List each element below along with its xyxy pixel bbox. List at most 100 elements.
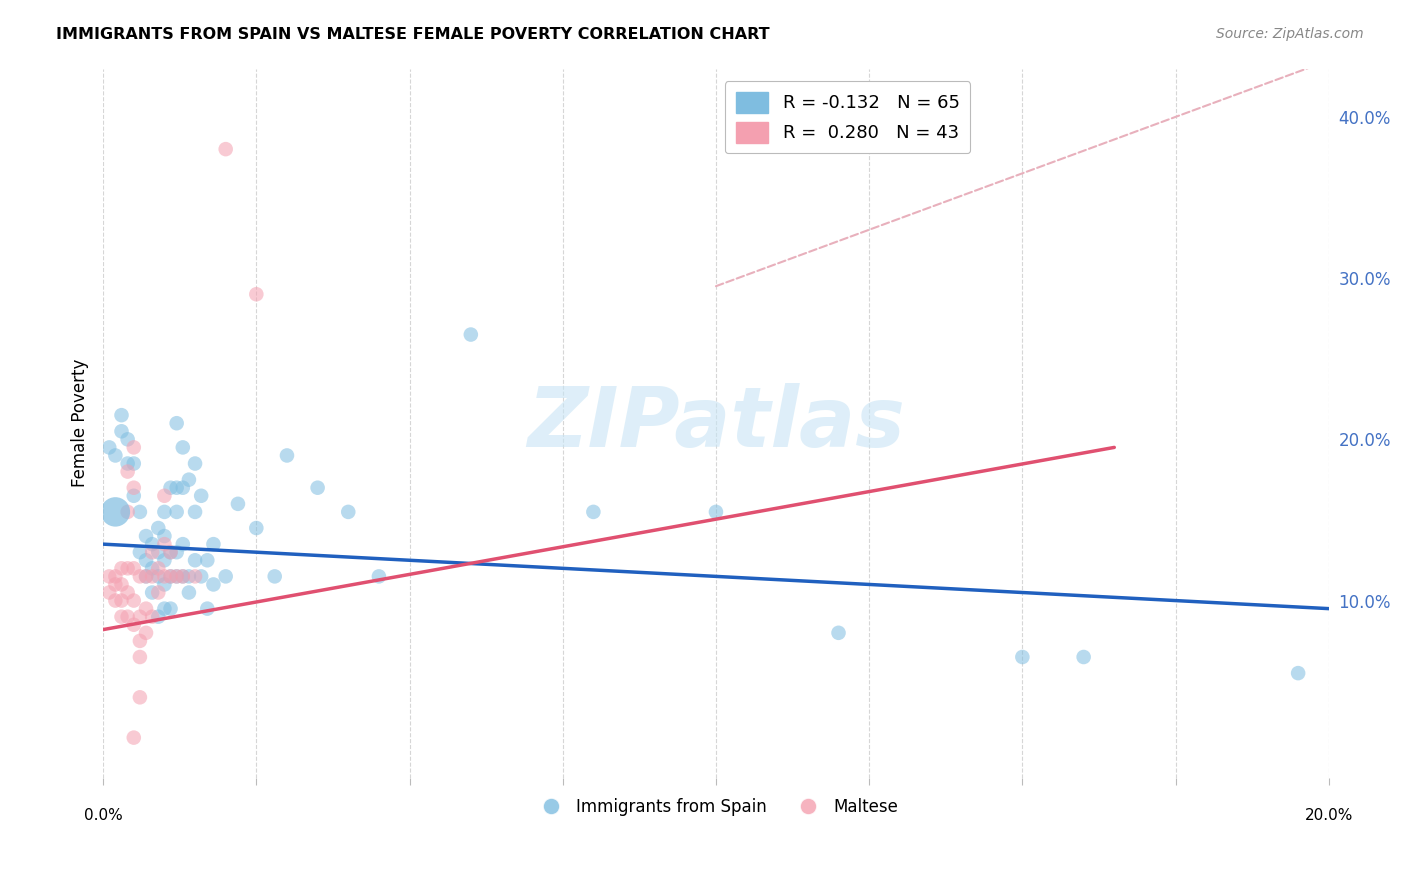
Point — [184, 505, 207, 519]
Point — [337, 505, 360, 519]
Point — [166, 505, 188, 519]
Point — [184, 457, 207, 471]
Point — [117, 609, 139, 624]
Text: 20.0%: 20.0% — [1305, 808, 1353, 823]
Point — [166, 569, 188, 583]
Point — [104, 505, 127, 519]
Point — [1073, 650, 1095, 665]
Point — [166, 569, 188, 583]
Point — [117, 585, 139, 599]
Point — [141, 609, 163, 624]
Point — [582, 505, 605, 519]
Point — [135, 553, 157, 567]
Point — [159, 601, 181, 615]
Text: ZIPatlas: ZIPatlas — [527, 383, 905, 464]
Point — [122, 617, 145, 632]
Point — [172, 441, 194, 455]
Point — [245, 521, 267, 535]
Point — [110, 425, 132, 439]
Point — [148, 585, 170, 599]
Point — [159, 569, 181, 583]
Point — [460, 327, 482, 342]
Point — [117, 465, 139, 479]
Point — [141, 569, 163, 583]
Point — [135, 569, 157, 583]
Point — [122, 441, 145, 455]
Point — [177, 569, 200, 583]
Point — [166, 545, 188, 559]
Legend: Immigrants from Spain, Maltese: Immigrants from Spain, Maltese — [527, 791, 904, 822]
Point — [148, 521, 170, 535]
Point — [1011, 650, 1033, 665]
Point — [172, 569, 194, 583]
Point — [159, 545, 181, 559]
Point — [135, 569, 157, 583]
Point — [172, 537, 194, 551]
Point — [195, 553, 218, 567]
Point — [117, 433, 139, 447]
Text: 0.0%: 0.0% — [84, 808, 122, 823]
Point — [135, 625, 157, 640]
Point — [177, 473, 200, 487]
Point — [153, 553, 176, 567]
Point — [195, 601, 218, 615]
Point — [153, 577, 176, 591]
Point — [172, 481, 194, 495]
Point — [110, 609, 132, 624]
Point — [117, 561, 139, 575]
Point — [135, 529, 157, 543]
Y-axis label: Female Poverty: Female Poverty — [72, 359, 89, 487]
Point — [148, 561, 170, 575]
Point — [202, 537, 225, 551]
Point — [159, 545, 181, 559]
Point — [159, 481, 181, 495]
Point — [110, 561, 132, 575]
Point — [190, 489, 212, 503]
Point — [153, 505, 176, 519]
Point — [110, 408, 132, 422]
Point — [827, 625, 849, 640]
Point — [110, 593, 132, 607]
Point — [129, 650, 152, 665]
Point — [704, 505, 727, 519]
Point — [153, 489, 176, 503]
Point — [307, 481, 329, 495]
Point — [141, 561, 163, 575]
Point — [153, 529, 176, 543]
Point — [141, 545, 163, 559]
Point — [104, 593, 127, 607]
Point — [177, 585, 200, 599]
Point — [263, 569, 285, 583]
Point — [148, 545, 170, 559]
Point — [129, 569, 152, 583]
Point — [98, 569, 121, 583]
Point — [159, 569, 181, 583]
Point — [184, 553, 207, 567]
Point — [172, 569, 194, 583]
Point — [226, 497, 249, 511]
Point — [104, 569, 127, 583]
Point — [135, 601, 157, 615]
Point — [148, 609, 170, 624]
Point — [245, 287, 267, 301]
Point — [129, 690, 152, 705]
Point — [122, 561, 145, 575]
Point — [141, 537, 163, 551]
Point — [104, 449, 127, 463]
Point — [122, 481, 145, 495]
Point — [104, 577, 127, 591]
Point — [215, 142, 238, 156]
Point — [153, 569, 176, 583]
Point — [367, 569, 389, 583]
Point — [129, 609, 152, 624]
Point — [122, 457, 145, 471]
Point — [117, 457, 139, 471]
Point — [166, 481, 188, 495]
Point — [190, 569, 212, 583]
Point — [215, 569, 238, 583]
Point — [202, 577, 225, 591]
Point — [122, 489, 145, 503]
Text: Source: ZipAtlas.com: Source: ZipAtlas.com — [1216, 27, 1364, 41]
Point — [129, 505, 152, 519]
Point — [141, 585, 163, 599]
